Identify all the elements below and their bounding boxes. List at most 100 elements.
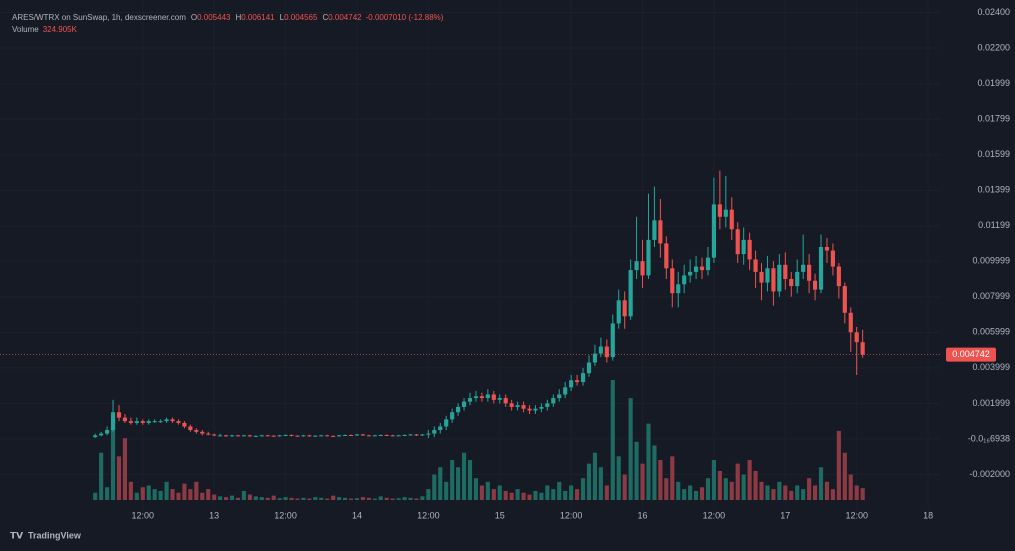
candle-body xyxy=(783,264,788,279)
y-tick-label: 0.01999 xyxy=(977,78,1010,88)
candle-body xyxy=(301,435,306,437)
volume-bar xyxy=(812,485,818,500)
axes: 0.02400 0.02200 0.01999 0.01799 0.01599 0.013… xyxy=(0,7,1010,520)
volume-bar xyxy=(485,481,490,500)
candle-body xyxy=(515,405,520,407)
volume-bar xyxy=(116,456,122,500)
volume-bar xyxy=(693,490,699,500)
candle-body xyxy=(218,435,223,437)
volume-bar xyxy=(509,492,514,500)
x-tick-label: 12:00 xyxy=(845,510,868,520)
candle-body xyxy=(307,435,312,437)
volume-bar xyxy=(586,463,592,500)
volume-bar xyxy=(527,494,532,500)
volume-bar xyxy=(848,474,853,500)
volume-bar xyxy=(176,492,181,500)
volume-bar xyxy=(688,485,693,500)
volume-bar xyxy=(99,452,104,500)
volume-bar xyxy=(265,497,270,500)
candle-body xyxy=(354,434,360,436)
candle-body xyxy=(575,380,580,383)
candle-body xyxy=(467,398,473,402)
ohlc-key: C xyxy=(322,13,328,22)
candle-body xyxy=(705,257,711,271)
candle-body xyxy=(229,435,235,437)
candle-body xyxy=(372,435,377,437)
candle-body xyxy=(378,435,383,437)
x-tick-label: 12:00 xyxy=(274,510,297,520)
y-tick-label: 0.02400 xyxy=(977,7,1010,17)
candle-body xyxy=(461,401,467,407)
volume-bar xyxy=(658,460,663,500)
candle-body xyxy=(223,435,229,437)
candle-body xyxy=(598,346,603,354)
volume-bar xyxy=(783,485,788,500)
candle-body xyxy=(295,435,300,437)
y-tick-label: 0.01599 xyxy=(977,149,1010,159)
volume-bar xyxy=(396,498,401,500)
volume-bar xyxy=(218,496,223,500)
candle-body xyxy=(830,250,835,267)
y-tick-label: -0.002000 xyxy=(969,469,1010,479)
volume-bar xyxy=(456,467,461,500)
volume-bar xyxy=(652,445,657,500)
candle-body xyxy=(122,417,128,422)
volume-bar xyxy=(289,497,294,500)
volume-bar xyxy=(223,497,229,500)
candle-body xyxy=(533,408,538,411)
candle-body xyxy=(771,268,776,292)
candle-body xyxy=(170,419,175,422)
volume-bar xyxy=(467,460,473,500)
x-tick-label: 12:00 xyxy=(560,510,583,520)
candle-body xyxy=(539,406,544,409)
volume-bar xyxy=(682,489,687,500)
candle-body xyxy=(420,434,425,436)
volume-bar xyxy=(580,478,586,500)
candle-body xyxy=(426,433,431,435)
volume-bar xyxy=(473,478,479,500)
candle-body xyxy=(360,434,365,436)
volume-bar xyxy=(384,497,389,500)
volume-bar xyxy=(247,494,252,500)
candle-body xyxy=(456,406,461,413)
candle-body xyxy=(676,284,681,294)
x-tick-label: 18 xyxy=(923,510,933,520)
volume-bar xyxy=(592,452,598,500)
volume-bar xyxy=(152,489,157,500)
candle-body xyxy=(164,419,169,422)
y-tick-label: 0.009999 xyxy=(972,256,1010,266)
y-tick-label: 0.01799 xyxy=(977,114,1010,124)
volume-bar xyxy=(93,492,98,500)
volume-bar xyxy=(616,456,621,500)
volume-bar xyxy=(515,489,520,500)
volume-bar xyxy=(140,487,145,500)
candle-body xyxy=(824,247,830,251)
x-tick-label: 12:00 xyxy=(132,510,155,520)
volume-bar xyxy=(426,489,431,500)
candle-body xyxy=(348,435,354,437)
volume-bar xyxy=(777,481,782,500)
volume-bar xyxy=(301,497,306,500)
y-tick-label: 0.02200 xyxy=(977,42,1010,52)
volume-bar xyxy=(741,474,746,500)
volume-bar xyxy=(212,494,217,500)
volume-bar xyxy=(557,481,562,500)
volume-bar xyxy=(319,497,324,500)
candle-body xyxy=(182,422,187,427)
candle-body xyxy=(580,373,586,383)
candle-body xyxy=(503,398,508,404)
candle-body xyxy=(140,421,145,423)
volume-bar xyxy=(253,496,258,500)
x-tick-label: 12:00 xyxy=(417,510,440,520)
volume-layer xyxy=(93,380,865,500)
volume-bar xyxy=(200,492,205,500)
candle-body xyxy=(93,435,98,438)
volume-bar xyxy=(450,460,455,500)
candle-body xyxy=(259,435,264,437)
volume-bar xyxy=(390,498,395,500)
candle-body xyxy=(521,405,526,409)
volume-bar xyxy=(747,460,752,500)
